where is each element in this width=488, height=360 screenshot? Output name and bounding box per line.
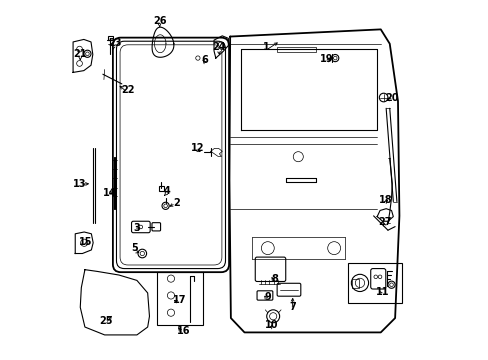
Text: 23: 23 bbox=[108, 38, 121, 48]
Bar bbox=[347, 263, 402, 303]
Text: 7: 7 bbox=[289, 302, 296, 312]
Text: 12: 12 bbox=[191, 143, 204, 153]
Text: 6: 6 bbox=[201, 55, 208, 65]
Text: 11: 11 bbox=[375, 287, 388, 297]
Text: 8: 8 bbox=[271, 274, 278, 284]
Text: 4: 4 bbox=[163, 186, 170, 196]
Text: 24: 24 bbox=[212, 42, 225, 51]
Text: 14: 14 bbox=[103, 188, 117, 198]
Text: 1: 1 bbox=[262, 42, 269, 52]
Text: 19: 19 bbox=[320, 54, 333, 64]
Text: 20: 20 bbox=[384, 93, 397, 103]
Bar bbox=[107, 36, 112, 40]
Text: 27: 27 bbox=[378, 217, 391, 227]
Text: 18: 18 bbox=[379, 195, 392, 205]
Text: 21: 21 bbox=[73, 49, 87, 59]
Text: 15: 15 bbox=[79, 237, 93, 247]
Text: 25: 25 bbox=[100, 316, 113, 325]
Bar bbox=[156, 272, 203, 325]
Text: 9: 9 bbox=[264, 292, 271, 302]
Text: 16: 16 bbox=[177, 325, 190, 336]
Bar bbox=[351, 279, 358, 288]
Text: 3: 3 bbox=[133, 224, 140, 233]
Text: 17: 17 bbox=[173, 295, 186, 305]
Bar bbox=[159, 186, 164, 191]
Text: 10: 10 bbox=[264, 320, 278, 330]
Bar bbox=[276, 47, 316, 51]
Text: 2: 2 bbox=[173, 198, 180, 208]
Text: 13: 13 bbox=[73, 179, 86, 189]
Text: 26: 26 bbox=[153, 17, 166, 27]
Text: 22: 22 bbox=[121, 85, 134, 95]
Text: 5: 5 bbox=[131, 243, 138, 253]
